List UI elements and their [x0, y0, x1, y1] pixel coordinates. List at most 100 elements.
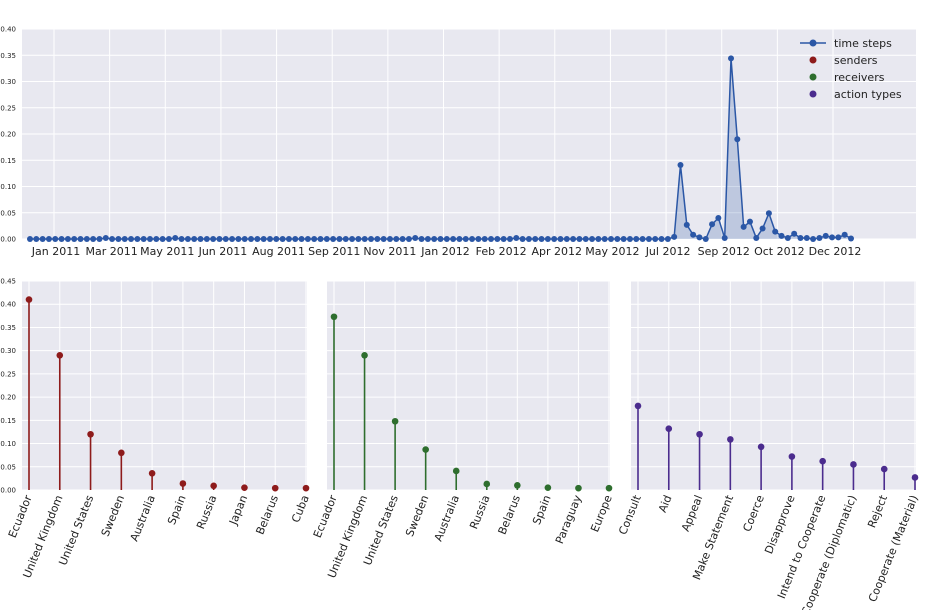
data-point [721, 234, 728, 241]
data-point [368, 236, 375, 242]
x-tick-label: Disapprove [762, 493, 797, 556]
timeline-panel: 0.00 0.05 0.10 0.15 0.20 0.25 0.30 0.35 0.40 Jan … [0, 26, 916, 258]
data-point [797, 234, 804, 241]
data-point [45, 236, 52, 242]
y-tick-label: 0.10 [0, 183, 16, 191]
data-point [696, 234, 703, 241]
data-point [576, 236, 583, 242]
data-point [418, 236, 425, 242]
data-point [248, 236, 255, 242]
data-point [39, 236, 46, 242]
x-tick-label: Aug 2011 [252, 245, 305, 258]
bar-marker [575, 484, 582, 492]
bar-marker [56, 352, 64, 359]
y-tick-label: 0.40 [0, 26, 16, 34]
data-point [330, 236, 337, 242]
x-tick-label: Russia [194, 493, 219, 531]
x-tick-label: Australia [128, 493, 158, 543]
bar-marker [911, 474, 919, 481]
data-point [355, 236, 362, 242]
data-point [96, 236, 103, 242]
legend-label: time steps [834, 37, 892, 50]
x-tick-label: Japan [226, 493, 250, 527]
x-tick-label: Nov 2011 [363, 245, 416, 258]
data-point [500, 236, 507, 242]
data-point [191, 236, 198, 242]
data-point [506, 236, 513, 242]
data-point [323, 236, 330, 242]
data-point [816, 234, 823, 241]
bar-marker [148, 469, 156, 477]
y-tick-label: 0.25 [0, 370, 16, 378]
data-point [810, 236, 817, 242]
bar-marker [696, 430, 703, 438]
data-point [639, 236, 646, 242]
bar-marker [483, 480, 491, 488]
data-point [273, 236, 280, 242]
data-point [241, 236, 248, 242]
bar-marker [514, 482, 521, 489]
data-point [317, 236, 324, 242]
data-point [386, 236, 393, 242]
x-tick-label: Sep 2012 [698, 245, 750, 258]
data-point [791, 230, 798, 237]
data-point [71, 236, 78, 242]
bar-marker [25, 296, 33, 303]
data-point [589, 236, 596, 242]
x-tick-label: Sweden [99, 493, 127, 538]
data-point [753, 234, 760, 241]
y-tick-label: 0.20 [0, 131, 16, 139]
data-point [424, 236, 431, 242]
data-point [544, 236, 551, 242]
legend-marker [809, 56, 817, 64]
data-point [469, 236, 476, 242]
data-point [298, 236, 305, 242]
data-point [184, 236, 191, 242]
data-point [450, 236, 457, 242]
bar-marker [757, 443, 765, 451]
data-point [140, 236, 147, 242]
bar-marker [361, 352, 368, 359]
data-point [494, 236, 501, 242]
legend-label: senders [834, 54, 878, 67]
bar-marker [118, 449, 125, 457]
data-point [475, 236, 482, 242]
data-point [456, 236, 463, 242]
bar-marker [179, 480, 187, 487]
x-tick-label: Europe [588, 493, 615, 534]
data-point [128, 236, 135, 242]
bar-marker [452, 467, 460, 475]
data-point [532, 236, 539, 242]
bar-marker [727, 436, 734, 443]
data-point [803, 234, 810, 241]
data-point [570, 236, 577, 242]
bar-marker [850, 461, 857, 468]
data-point [608, 236, 615, 242]
data-point [361, 236, 368, 242]
data-point [728, 55, 735, 62]
data-point [216, 236, 223, 242]
legend-marker [809, 39, 817, 47]
x-tick-label: Mar 2011 [86, 245, 138, 258]
y-tick-label: 0.35 [0, 324, 16, 332]
x-tick-label: May 2012 [585, 245, 639, 258]
x-tick-label: Aid [656, 493, 675, 514]
bar-marker [544, 484, 552, 491]
bar-marker [241, 484, 248, 491]
x-tick-label: Appeal [679, 493, 705, 533]
data-point [254, 236, 261, 242]
y-tick-label: 0.25 [0, 104, 16, 112]
x-tick-label: Ecuador [311, 493, 340, 540]
data-point [146, 236, 153, 242]
data-point [759, 225, 766, 232]
data-point [374, 236, 381, 242]
data-point [165, 236, 172, 242]
bar-marker [302, 484, 310, 492]
data-point [235, 236, 242, 242]
data-point [765, 210, 772, 217]
data-point [746, 218, 753, 225]
data-point [431, 236, 438, 242]
data-point [399, 236, 406, 242]
